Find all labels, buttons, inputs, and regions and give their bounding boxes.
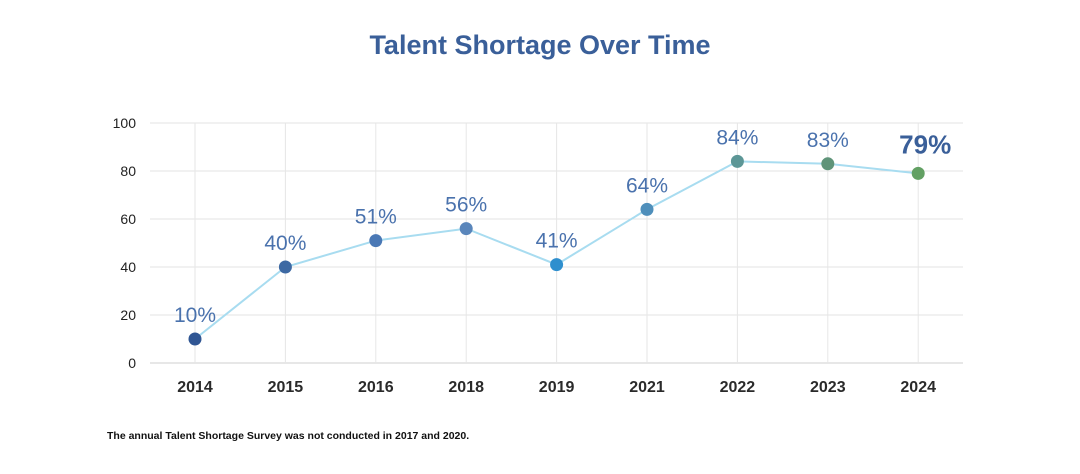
y-tick-label: 0 (128, 355, 136, 371)
data-label: 64% (626, 174, 668, 197)
data-label: 40% (264, 232, 306, 255)
footnote: The annual Talent Shortage Survey was no… (107, 430, 470, 442)
x-tick-label: 2015 (268, 379, 304, 396)
data-point (188, 332, 202, 346)
x-tick-label: 2023 (810, 379, 846, 396)
data-label: 51% (355, 206, 397, 229)
x-tick-label: 2024 (900, 379, 936, 396)
chart-title: Talent Shortage Over Time (369, 30, 711, 60)
data-point (369, 234, 383, 248)
data-label: 41% (536, 230, 578, 253)
x-tick-label: 2021 (629, 379, 665, 396)
y-tick-label: 40 (120, 259, 136, 275)
data-point (730, 154, 744, 168)
y-tick-label: 100 (113, 115, 137, 131)
data-label: 84% (716, 126, 758, 149)
data-label: 56% (445, 194, 487, 217)
data-point (821, 157, 835, 171)
x-tick-label: 2019 (539, 379, 575, 396)
data-point (459, 222, 473, 236)
x-tick-label: 2018 (448, 379, 484, 396)
y-tick-label: 60 (120, 211, 136, 227)
data-label: 10% (174, 304, 216, 327)
x-tick-label: 2022 (720, 379, 756, 396)
data-point (550, 258, 564, 272)
data-label: 83% (807, 129, 849, 152)
data-point (278, 260, 292, 274)
x-tick-label: 2016 (358, 379, 394, 396)
y-tick-label: 20 (120, 307, 136, 323)
x-tick-label: 2014 (177, 379, 213, 396)
data-label: 79% (899, 129, 951, 159)
y-tick-label: 80 (120, 163, 136, 179)
data-point (640, 202, 654, 216)
data-point (911, 166, 925, 180)
